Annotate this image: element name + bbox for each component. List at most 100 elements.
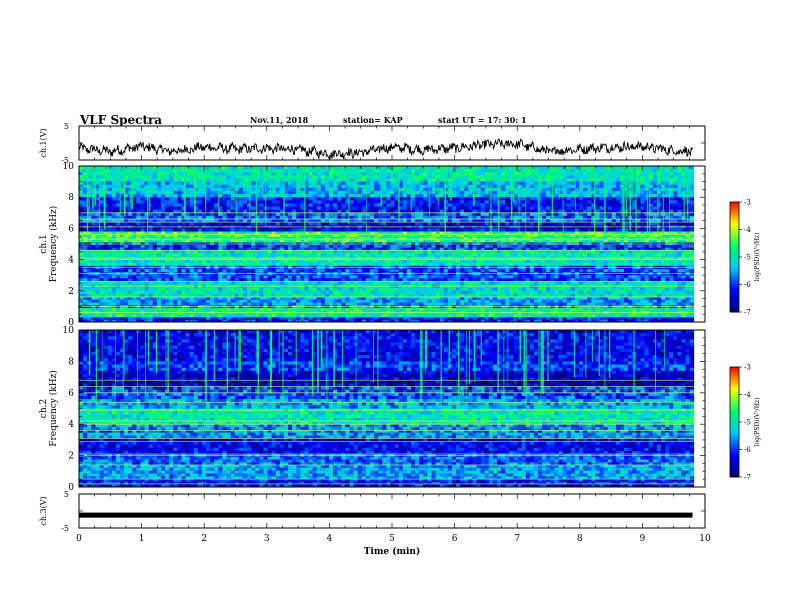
spectro-cell	[476, 187, 482, 192]
spectro-cell	[345, 194, 350, 198]
spectro-cell	[119, 219, 125, 223]
spectro-cell	[95, 262, 100, 267]
spectro-cell	[558, 172, 563, 176]
spectro-cell	[206, 209, 211, 214]
spectro-cell	[591, 184, 596, 189]
spectro-cell	[79, 222, 84, 226]
spectro-cell	[562, 194, 568, 198]
spectro-cell	[595, 197, 600, 201]
spectro-cell	[451, 206, 457, 211]
spectro-cell	[292, 184, 297, 189]
spectro-cell	[177, 262, 182, 267]
spectro-cell	[83, 222, 88, 226]
spectro-cell	[165, 239, 170, 243]
spectro-cell	[160, 209, 166, 214]
spectro-cell	[173, 245, 178, 249]
spectro-cell	[607, 247, 613, 251]
spectro-cell	[136, 239, 141, 243]
spectro-cell	[234, 239, 240, 243]
spectro-cell	[169, 219, 174, 223]
spectro-cell	[103, 212, 109, 217]
spectro-cell	[353, 234, 359, 238]
spectro-cell	[447, 234, 453, 238]
spectro-cell	[230, 181, 236, 186]
spectro-cell	[79, 209, 84, 214]
spectro-cell	[578, 194, 584, 198]
spectro-cell	[259, 228, 264, 232]
spectro-cell	[226, 262, 232, 267]
spectro-cell	[447, 222, 453, 226]
spectro-cell	[304, 181, 309, 186]
spectro-cell	[611, 253, 617, 257]
spectro-cell	[247, 253, 252, 257]
spectro-cell	[382, 247, 387, 251]
spectro-cell	[542, 209, 547, 214]
spectro-cell	[382, 262, 387, 267]
spectro-cell	[206, 175, 211, 179]
spectro-cell	[431, 212, 436, 217]
spectro-cell	[669, 209, 674, 214]
spectro-cell	[214, 169, 219, 173]
spectro-cell	[685, 253, 691, 257]
spectro-cell	[144, 181, 150, 186]
spectro-cell	[279, 175, 285, 179]
spectro-cell	[292, 245, 297, 249]
spectro-cell	[345, 239, 350, 243]
spectro-cell	[636, 228, 641, 232]
spectro-cell	[402, 250, 408, 254]
spectro-cell	[185, 187, 191, 192]
spectro-cell	[242, 231, 248, 235]
spectro-cell	[644, 236, 650, 241]
spectro-cell	[275, 194, 281, 198]
spectro-cell	[542, 215, 547, 220]
spectro-cell	[374, 184, 379, 189]
spectro-cell	[464, 247, 469, 251]
spectro-cell	[464, 178, 469, 182]
spectro-cell	[201, 234, 207, 238]
spectro-cell	[337, 206, 342, 211]
spectro-cell	[296, 215, 301, 220]
spectro-cell	[218, 231, 223, 235]
spectro-cell	[140, 245, 145, 249]
spectro-cell	[419, 231, 424, 235]
spectro-cell	[222, 197, 227, 201]
spectro-cell	[538, 250, 543, 254]
spectro-cell	[251, 236, 256, 241]
spectro-cell	[148, 247, 154, 251]
spectro-cell	[595, 219, 600, 223]
spectro-cell	[615, 212, 621, 217]
spectro-cell	[255, 172, 260, 176]
spectro-cell	[320, 187, 326, 192]
spectro-cell	[660, 250, 666, 254]
spectro-cell	[591, 262, 596, 267]
spectro-cell	[665, 222, 670, 226]
spectro-cell	[337, 253, 342, 257]
spectro-cell	[165, 194, 170, 198]
spectro-cell	[214, 215, 219, 220]
spectro-cell	[95, 231, 100, 235]
spectro-cell	[685, 231, 691, 235]
spectro-cell	[230, 253, 236, 257]
spectro-cell	[501, 247, 506, 251]
spectro-cell	[689, 219, 695, 223]
spectro-cell	[533, 184, 539, 189]
spectro-cell	[513, 187, 518, 192]
spectro-cell	[423, 206, 428, 211]
spectro-cell	[677, 190, 682, 195]
spectro-cell	[206, 200, 211, 204]
spectro-cell	[316, 245, 322, 249]
spectro-cell	[193, 239, 199, 243]
spectro-cell	[292, 175, 297, 179]
spectro-cell	[275, 239, 281, 243]
spectro-cell	[345, 231, 350, 235]
spectro-cell	[619, 253, 625, 257]
spectro-cell	[619, 234, 625, 238]
spectro-cell	[619, 239, 625, 243]
spectro-cell	[124, 231, 129, 235]
spectro-cell	[562, 250, 568, 254]
spectro-cell	[251, 219, 256, 223]
spectro-cell	[374, 175, 379, 179]
spectro-cell	[386, 178, 391, 182]
spectro-cell	[529, 253, 535, 257]
spectro-cell	[460, 209, 465, 214]
